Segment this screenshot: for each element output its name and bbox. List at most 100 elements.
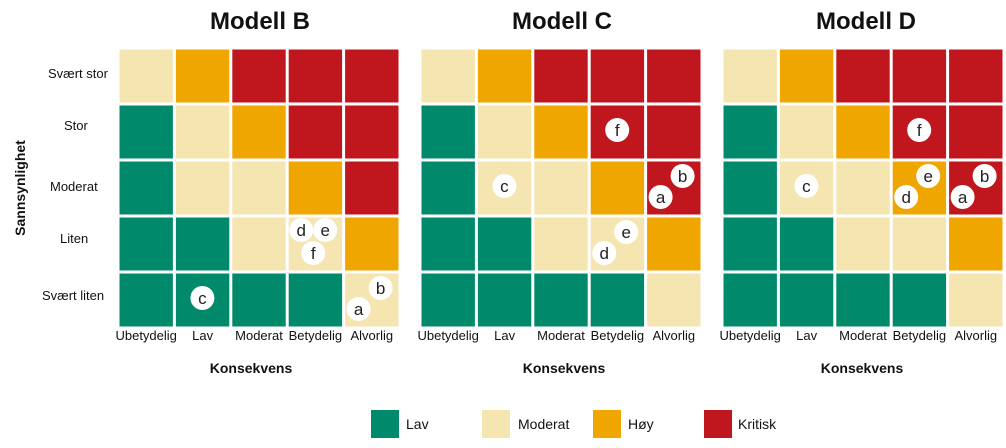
heat-cell — [647, 273, 701, 327]
heat-cell — [534, 49, 588, 103]
heat-cell — [723, 49, 777, 103]
x-tick-label: Alvorlig — [350, 328, 394, 343]
heat-cell — [647, 49, 701, 103]
x-tick-label: Ubetydelig — [719, 328, 781, 343]
heat-cell — [534, 105, 588, 159]
legend-swatch-moderat — [482, 410, 510, 438]
heat-cell — [590, 161, 645, 215]
heat-cell — [175, 161, 230, 215]
x-axis-title-d: Konsekvens — [820, 360, 904, 376]
heat-cell — [949, 105, 1003, 159]
x-tick-label: Alvorlig — [652, 328, 696, 343]
heat-cell — [590, 49, 645, 103]
legend-swatch-hoy — [593, 410, 621, 438]
heat-cell — [949, 217, 1003, 271]
x-tick-label: Lav — [192, 328, 214, 343]
heat-cell — [779, 105, 834, 159]
svg-text:a: a — [656, 188, 666, 207]
x-tick-label: Lav — [494, 328, 516, 343]
svg-text:b: b — [376, 279, 385, 298]
row-label-stor: Stor — [64, 118, 88, 133]
heat-cell — [232, 273, 286, 327]
heat-cell — [477, 105, 532, 159]
heat-cell — [345, 49, 399, 103]
heat-cell — [119, 273, 173, 327]
heat-cell — [836, 273, 890, 327]
risk-marker-e: e — [313, 218, 338, 242]
risk-marker-f: f — [301, 241, 326, 265]
heat-cell — [723, 273, 777, 327]
risk-marker-d: d — [289, 218, 314, 242]
svg-text:f: f — [311, 244, 316, 263]
heat-cell — [477, 217, 532, 271]
heat-cell — [949, 273, 1003, 327]
heat-cell — [175, 49, 230, 103]
x-tick-label: Alvorlig — [954, 328, 998, 343]
risk-marker-f: f — [907, 118, 932, 142]
x-tick-label: Ubetydelig — [115, 328, 177, 343]
x-tick-label: Moderat — [235, 328, 283, 343]
risk-marker-d: d — [592, 241, 617, 265]
heat-cell — [723, 161, 777, 215]
heat-cell — [949, 49, 1003, 103]
svg-text:b: b — [980, 167, 989, 186]
risk-marker-d: d — [894, 185, 919, 209]
heat-cell — [288, 105, 343, 159]
heat-cell — [647, 217, 701, 271]
heat-cell — [534, 161, 588, 215]
heat-cell — [836, 105, 890, 159]
risk-marker-b: b — [670, 164, 695, 188]
heat-cell — [779, 273, 834, 327]
legend-swatch-kritisk — [704, 410, 732, 438]
svg-text:c: c — [198, 289, 207, 308]
svg-text:e: e — [320, 221, 329, 240]
risk-marker-f: f — [605, 118, 630, 142]
heat-cell — [288, 49, 343, 103]
heat-cell — [345, 217, 399, 271]
heat-cell — [421, 273, 475, 327]
heat-cell — [477, 273, 532, 327]
svg-text:a: a — [354, 300, 364, 319]
svg-text:e: e — [621, 223, 630, 242]
x-tick-label: Betydelig — [892, 328, 947, 343]
heat-cell — [723, 217, 777, 271]
x-tick-label: Betydelig — [288, 328, 343, 343]
legend-swatch-lav — [371, 410, 399, 438]
svg-text:c: c — [802, 177, 811, 196]
heat-cell — [892, 217, 947, 271]
heat-cell — [421, 161, 475, 215]
panel-title-b: Modell B — [210, 8, 310, 35]
x-tick-label: Lav — [796, 328, 818, 343]
risk-marker-e: e — [614, 220, 639, 244]
risk-marker-c: c — [492, 174, 517, 198]
heat-cell — [779, 217, 834, 271]
risk-marker-a: a — [648, 185, 673, 209]
heat-cell — [892, 49, 947, 103]
heat-cell — [288, 273, 343, 327]
row-label-moderat: Moderat — [50, 179, 98, 194]
row-label-svaert-liten: Svært liten — [42, 288, 105, 303]
row-label-liten: Liten — [60, 231, 89, 246]
risk-marker-b: b — [972, 164, 997, 188]
legend-label-hoy: Høy — [628, 416, 654, 432]
svg-text:d: d — [901, 188, 910, 207]
svg-text:a: a — [958, 188, 968, 207]
heat-cell — [119, 105, 173, 159]
heat-cell — [723, 105, 777, 159]
x-axis-title-c: Konsekvens — [522, 360, 606, 376]
heat-cell — [836, 217, 890, 271]
heat-cell — [421, 49, 475, 103]
heat-cell — [175, 105, 230, 159]
heat-cell — [232, 105, 286, 159]
risk-marker-b: b — [368, 276, 393, 300]
risk-marker-a: a — [346, 297, 371, 321]
svg-text:e: e — [923, 167, 932, 186]
risk-marker-c: c — [190, 286, 215, 310]
heat-cell — [779, 49, 834, 103]
legend-label-moderat: Moderat — [518, 416, 570, 432]
row-label-svaert-stor: Svært stor — [48, 66, 108, 81]
x-tick-label: Moderat — [839, 328, 887, 343]
x-tick-label: Ubetydelig — [417, 328, 479, 343]
heat-cell — [647, 105, 701, 159]
